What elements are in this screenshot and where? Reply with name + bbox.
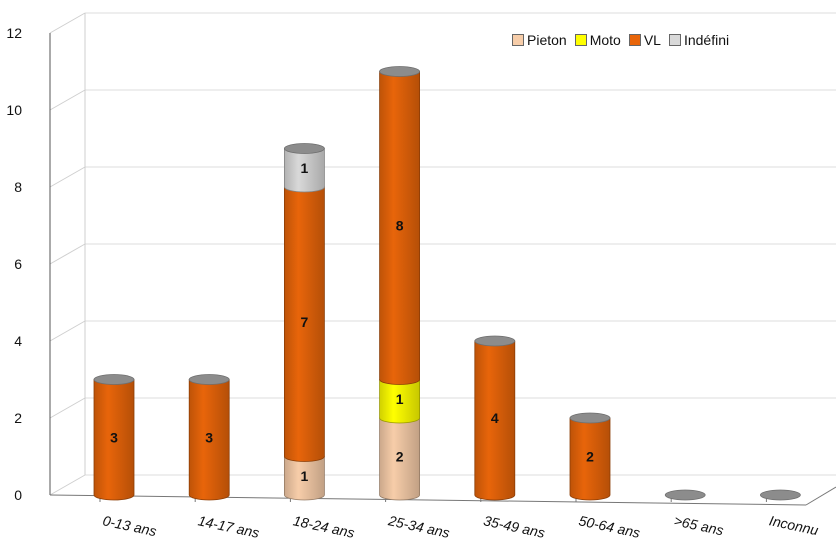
legend-label: Moto bbox=[589, 32, 621, 48]
y-tick-label: 12 bbox=[6, 25, 22, 41]
data-label: 2 bbox=[586, 449, 594, 465]
gridline-side bbox=[49, 320, 86, 342]
data-label: 1 bbox=[396, 391, 404, 407]
y-tick-label: 4 bbox=[14, 333, 22, 349]
bar-segment bbox=[284, 186, 325, 462]
gridline-side bbox=[49, 12, 86, 34]
grid-layer bbox=[49, 12, 836, 506]
data-label: 1 bbox=[301, 160, 309, 176]
y-tick-label: 10 bbox=[6, 102, 22, 118]
gridline-side bbox=[49, 89, 86, 111]
bar-top-cap bbox=[664, 489, 706, 501]
y-tick-label: 8 bbox=[14, 179, 22, 195]
data-label: 7 bbox=[301, 314, 309, 330]
x-tick-label: 35-49 ans bbox=[482, 512, 546, 541]
legend-item: VL bbox=[628, 32, 661, 48]
bar-top-cap bbox=[188, 374, 230, 385]
x-tick-label: 50-64 ans bbox=[577, 512, 641, 541]
bar-top-cap bbox=[379, 66, 421, 77]
gridline-side bbox=[49, 166, 86, 188]
gridline-side bbox=[49, 474, 86, 496]
x-tick-label: 25-34 ans bbox=[386, 512, 451, 541]
y-tick-label: 2 bbox=[14, 410, 22, 426]
x-tick-label: 14-17 ans bbox=[197, 512, 261, 541]
legend-item: Pieton bbox=[512, 32, 567, 48]
bar-layer bbox=[93, 66, 801, 501]
bar-segment bbox=[569, 417, 611, 501]
data-label: 3 bbox=[205, 429, 213, 445]
legend-label: Indéfini bbox=[683, 32, 730, 48]
data-label: 2 bbox=[396, 449, 404, 465]
bar-top-cap bbox=[760, 489, 801, 501]
bar-segment bbox=[379, 71, 420, 385]
bar-top-cap bbox=[93, 374, 135, 385]
x-tick-label: Inconnu bbox=[768, 512, 820, 538]
bar-segment bbox=[379, 417, 420, 501]
bar-segment bbox=[284, 148, 325, 193]
bar-top-cap bbox=[283, 143, 325, 154]
bar-segment bbox=[379, 379, 420, 424]
legend-swatch bbox=[512, 34, 524, 46]
legend-item: Indéfini bbox=[668, 32, 730, 48]
legend: Pieton Moto VL Indéfini bbox=[512, 32, 729, 48]
legend-item: Moto bbox=[574, 32, 621, 48]
bar-segment bbox=[474, 340, 516, 501]
y-tick-label: 6 bbox=[14, 256, 22, 272]
legend-swatch bbox=[628, 34, 641, 46]
x-axis-line bbox=[49, 494, 807, 506]
x-tick-label: 18-24 ans bbox=[292, 512, 356, 541]
data-label: 1 bbox=[301, 468, 309, 484]
data-label: 3 bbox=[110, 429, 118, 445]
gridline-side bbox=[49, 397, 86, 419]
legend-swatch bbox=[574, 34, 587, 46]
legend-label: VL bbox=[643, 32, 661, 48]
x-tick-label: 0-13 ans bbox=[101, 512, 158, 539]
bar-segment bbox=[284, 456, 325, 501]
bar-top-cap bbox=[569, 412, 611, 424]
bar-segment bbox=[188, 379, 230, 501]
floor-edge bbox=[805, 486, 836, 506]
legend-label: Pieton bbox=[527, 32, 567, 48]
x-tick-label: >65 ans bbox=[673, 512, 725, 538]
data-label: 8 bbox=[396, 218, 404, 234]
data-label: 4 bbox=[491, 410, 499, 426]
y-tick-label: 0 bbox=[14, 487, 22, 503]
gridline-side bbox=[49, 243, 86, 265]
bar-segment bbox=[93, 379, 135, 501]
bar-top-cap bbox=[474, 335, 516, 347]
legend-swatch bbox=[668, 34, 681, 46]
